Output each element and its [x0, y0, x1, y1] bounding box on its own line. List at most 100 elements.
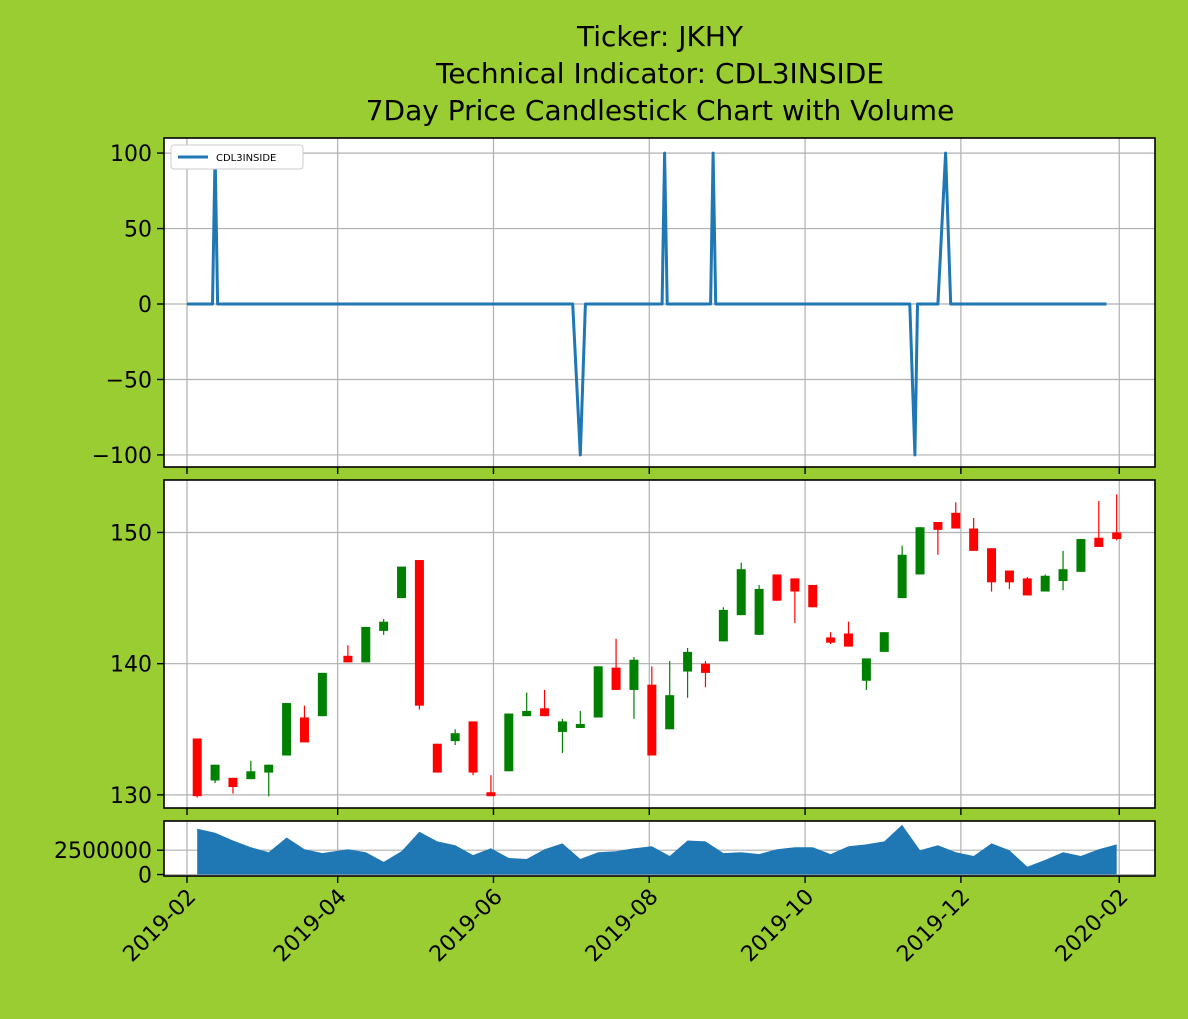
candle: [683, 647, 693, 698]
candle-body: [718, 609, 728, 642]
candle: [414, 560, 424, 710]
candle-body: [450, 733, 460, 742]
candle-body: [343, 655, 353, 663]
candle-body: [379, 621, 389, 631]
y-tick-label: −100: [92, 444, 152, 469]
candle-body: [486, 792, 496, 797]
candle-body: [593, 666, 603, 718]
candle: [397, 566, 407, 599]
legend-label: CDL3INSIDE: [216, 153, 276, 164]
candle-body: [1058, 569, 1068, 582]
candle: [379, 619, 389, 635]
candle: [808, 584, 818, 608]
y-tick-label: −50: [106, 368, 152, 393]
candle-body: [264, 764, 274, 773]
volume-series: [197, 824, 1117, 875]
title-line-2: Technical Indicator: CDL3INSIDE: [435, 57, 884, 90]
candle: [611, 638, 621, 690]
volume-frame: [163, 820, 1156, 877]
candle: [343, 645, 353, 663]
candle-body: [790, 578, 800, 592]
y-tick-label: 150: [110, 521, 152, 546]
price-y-ticks: 150 140 130: [110, 521, 164, 809]
candle: [844, 621, 854, 647]
candle-body: [210, 764, 220, 781]
candle-body: [192, 738, 202, 797]
candle: [593, 666, 603, 718]
candle: [1076, 539, 1086, 572]
volume-area: [197, 824, 1117, 875]
candle: [629, 657, 639, 719]
indicator-y-ticks: 100 50 0 −50 −100: [92, 142, 164, 469]
indicator-panel: 100 50 0 −50 −100 CDL3INSIDE: [92, 137, 1156, 474]
candle-body: [1040, 575, 1050, 592]
candle-body: [282, 703, 292, 756]
candle-body: [246, 771, 256, 780]
candle: [736, 562, 746, 616]
candle-body: [1112, 532, 1122, 540]
indicator-legend: CDL3INSIDE: [170, 144, 304, 170]
price-candles: [192, 494, 1122, 798]
y-tick-label: 0: [138, 864, 152, 889]
candle-body: [414, 560, 424, 706]
candle: [915, 527, 925, 575]
volume-x-ticks: [186, 876, 1120, 883]
candle-body: [1094, 537, 1104, 547]
candle-body: [665, 695, 675, 730]
title-line-1: Ticker: JKHY: [576, 20, 744, 53]
candle-body: [879, 632, 889, 652]
candle-body: [540, 708, 550, 717]
candle: [210, 764, 220, 784]
candle: [772, 574, 782, 601]
candle: [432, 743, 442, 773]
indicator-grid: [164, 138, 1155, 467]
price-panel: 150 140 130: [110, 479, 1156, 815]
candle-body: [951, 512, 961, 529]
candle: [264, 764, 274, 797]
candle-body: [915, 527, 925, 575]
candle-body: [468, 721, 478, 773]
candle-body: [299, 717, 309, 743]
y-tick-label: 2500000: [54, 839, 152, 864]
candle: [192, 738, 202, 798]
candle-body: [1022, 578, 1032, 596]
candle-body: [897, 554, 907, 599]
candle-body: [522, 710, 532, 717]
candle-body: [1004, 570, 1014, 583]
candle: [486, 775, 496, 797]
legend-box: [170, 144, 304, 170]
candle-body: [647, 684, 657, 756]
candle: [879, 632, 889, 652]
candle-body: [683, 651, 693, 672]
candle: [718, 607, 728, 642]
candle: [1112, 494, 1122, 541]
y-tick-label: 100: [110, 142, 152, 167]
candle: [361, 626, 371, 663]
candle: [282, 703, 292, 756]
candle: [951, 502, 961, 529]
candle-body: [317, 672, 327, 717]
candle-body: [844, 633, 854, 647]
candle-body: [808, 584, 818, 608]
candle: [468, 721, 478, 776]
candle-body: [933, 521, 943, 530]
candle: [647, 666, 657, 756]
candle-body: [432, 743, 442, 773]
candle-body: [361, 626, 371, 663]
candle: [700, 661, 710, 688]
indicator-series: [187, 151, 1107, 457]
candle: [826, 632, 836, 644]
indicator-frame: [163, 137, 1156, 468]
candle: [987, 548, 997, 592]
candle-body: [969, 528, 979, 551]
candle: [1058, 550, 1068, 591]
candle-body: [228, 777, 238, 788]
candle-body: [504, 713, 514, 772]
candle: [246, 760, 256, 780]
candle-body: [736, 569, 746, 616]
candle-body: [861, 658, 871, 681]
y-tick-label: 50: [124, 218, 152, 243]
